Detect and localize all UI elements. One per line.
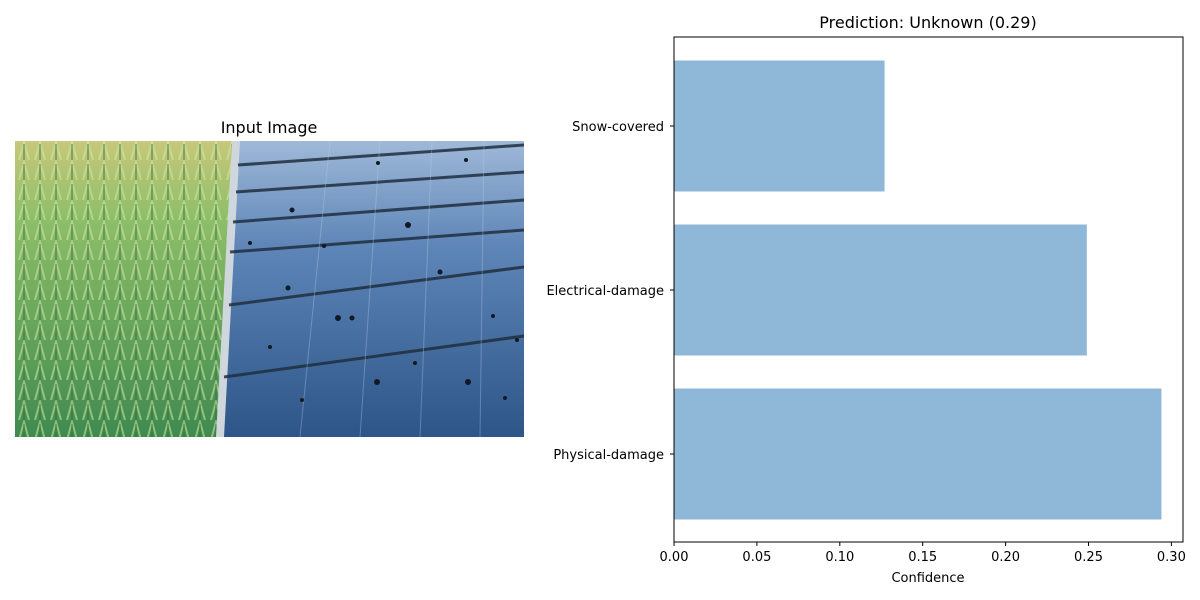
x-tick-label: 0.15 bbox=[908, 550, 937, 565]
plot-area: Physical-damage Electrical-damage Snow-cov… bbox=[546, 36, 1186, 565]
input-image-title: Input Image bbox=[221, 118, 318, 137]
y-tick-label: Snow-covered bbox=[572, 120, 664, 135]
x-tick-label: 0.25 bbox=[1074, 550, 1103, 565]
x-tick-label: 0.30 bbox=[1157, 550, 1186, 565]
x-axis-label: Confidence bbox=[891, 571, 964, 586]
bar-snow-covered bbox=[674, 60, 885, 192]
chart-title: Prediction: Unknown (0.29) bbox=[819, 13, 1036, 32]
bar-physical-damage bbox=[674, 388, 1162, 520]
y-tick-label: Physical-damage bbox=[553, 448, 664, 463]
x-tick-label: 0.00 bbox=[660, 550, 689, 565]
x-tick-label: 0.10 bbox=[825, 550, 854, 565]
x-tick-label: 0.05 bbox=[742, 550, 771, 565]
y-tick-label: Electrical-damage bbox=[546, 284, 664, 299]
input-image bbox=[15, 141, 524, 437]
bar-electrical-damage bbox=[674, 224, 1087, 356]
x-tick-label: 0.20 bbox=[991, 550, 1020, 565]
